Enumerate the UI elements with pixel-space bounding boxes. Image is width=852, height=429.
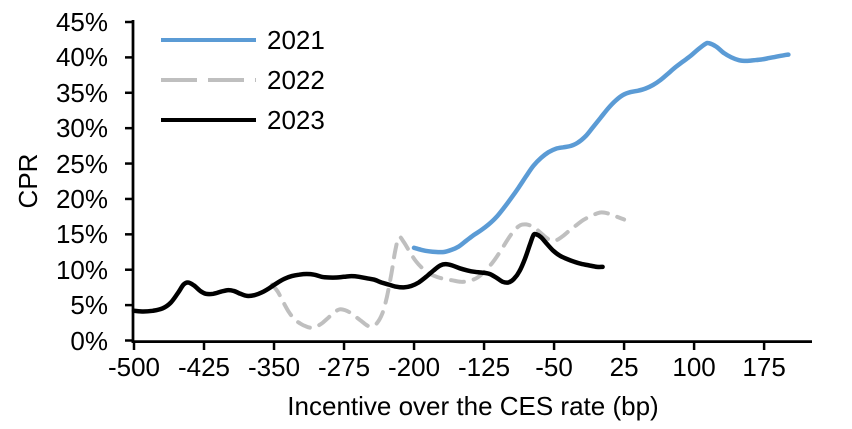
x-tick-label: -200 [388,352,441,382]
y-tick-label: 40% [55,42,108,73]
legend-line-sample [161,38,256,42]
y-tick-label: 45% [55,7,108,37]
legend-label: 2023 [267,105,325,135]
x-tick-label: -125 [458,352,511,382]
x-axis-title: Incentive over the CES rate (bp) [287,391,659,421]
y-tick-label: 0% [70,325,108,356]
x-tick-label: -350 [247,352,301,382]
legend-item-2023: 2023 [161,100,325,140]
legend-label: 2021 [267,25,325,55]
legend-line-sample [161,78,256,82]
y-tick-label: 5% [70,290,108,321]
series-line-2021 [411,40,791,255]
x-tick-label: 100 [672,352,716,382]
legend-label: 2022 [267,65,325,95]
x-tick-label: 175 [742,352,786,382]
x-tick-label: 25 [609,352,639,382]
legend-item-2022: 2022 [161,60,325,100]
x-tick-label: -425 [177,352,231,382]
legend: 2021 2022 2023 [161,20,325,140]
legend-item-2021: 2021 [161,20,325,60]
y-tick-label: 30% [55,113,108,144]
series-line-2022 [270,210,627,330]
y-tick-label: 25% [55,148,108,179]
legend-line-sample [161,118,256,122]
y-tick-label: 35% [55,77,108,108]
x-tick-label: -275 [318,352,371,382]
y-tick-label: 15% [55,219,108,250]
x-tick-label: -500 [107,352,161,382]
series-line-2023 [131,231,605,314]
x-tick-label: -50 [535,352,573,382]
y-tick-label: 20% [55,183,108,214]
y-tick-label: 10% [55,254,108,285]
